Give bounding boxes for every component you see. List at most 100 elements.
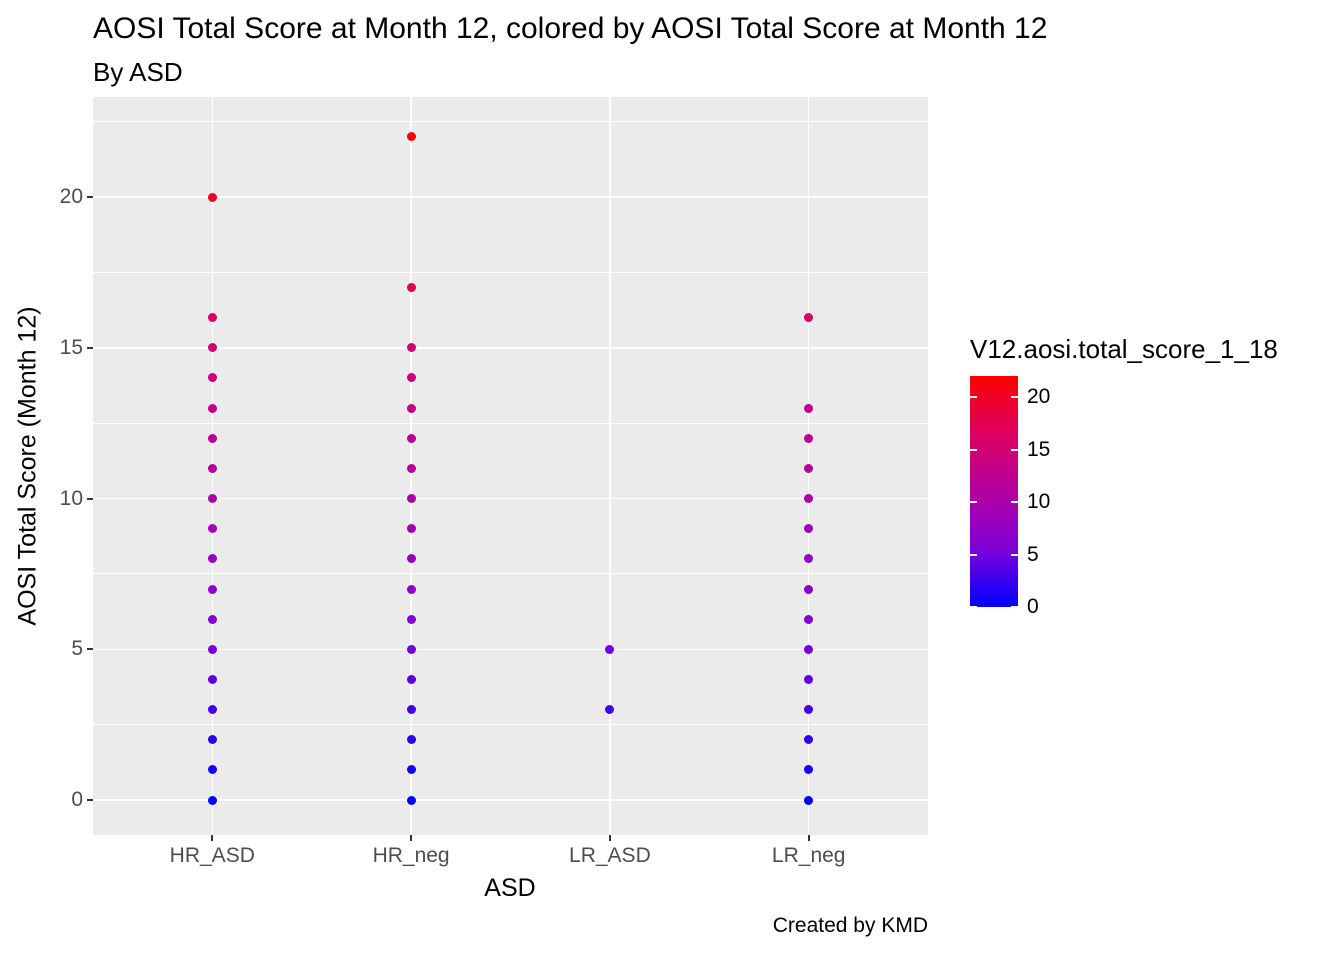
data-point — [406, 705, 416, 715]
data-point — [406, 373, 416, 383]
data-point — [406, 795, 416, 805]
data-point — [207, 343, 217, 353]
chart-subtitle: By ASD — [93, 57, 183, 87]
y-tick-mark — [87, 497, 93, 500]
y-tick-mark — [87, 196, 93, 199]
data-point — [406, 403, 416, 413]
x-tick-label: HR_neg — [372, 844, 450, 867]
legend-tick-mark — [1011, 448, 1018, 451]
data-point — [804, 403, 814, 413]
gridline-minor — [93, 271, 928, 273]
data-point — [804, 433, 814, 443]
data-point — [406, 735, 416, 745]
data-point — [804, 614, 814, 624]
legend-tick-mark — [1011, 396, 1018, 398]
data-point — [207, 373, 217, 383]
data-point — [605, 644, 615, 654]
gridline-major — [93, 497, 928, 500]
data-point — [207, 644, 217, 654]
x-tick-mark — [211, 835, 214, 841]
chart-caption: Created by KMD — [772, 914, 928, 937]
legend-gradient-bar — [970, 376, 1018, 607]
gridline-major — [93, 799, 928, 801]
gridline-minor — [93, 724, 928, 726]
gridline-major — [93, 347, 928, 349]
y-tick-mark — [87, 346, 93, 349]
data-point — [804, 584, 814, 594]
data-point — [207, 433, 217, 443]
x-tick-label: HR_ASD — [169, 844, 255, 867]
data-point — [207, 494, 217, 504]
y-tick-label: 10 — [59, 486, 83, 510]
data-point — [406, 554, 416, 564]
chart-title: AOSI Total Score at Month 12, colored by… — [93, 12, 1048, 45]
gridline-major — [93, 648, 928, 651]
y-tick-mark — [87, 799, 93, 802]
legend-tick-mark — [1011, 606, 1018, 608]
gridline-minor — [93, 422, 928, 424]
data-point — [804, 554, 814, 564]
gridline-major — [93, 196, 928, 198]
legend-tick-mark — [970, 396, 977, 398]
legend-tick-mark — [970, 448, 977, 451]
data-point — [804, 674, 814, 684]
y-tick-label: 15 — [59, 335, 83, 359]
data-point — [804, 795, 814, 805]
data-point — [207, 584, 217, 594]
x-tick-mark — [608, 835, 611, 841]
legend-tick-mark — [970, 553, 977, 556]
legend-tick-mark — [970, 606, 977, 608]
data-point — [406, 674, 416, 684]
gridline-vertical — [609, 97, 611, 835]
data-point — [207, 192, 217, 202]
data-point — [207, 614, 217, 624]
y-tick-label: 0 — [71, 788, 83, 812]
plot-panel — [93, 97, 928, 835]
gridline-minor — [93, 573, 928, 575]
data-point — [406, 132, 416, 142]
data-point — [207, 735, 217, 745]
data-point — [406, 494, 416, 504]
data-point — [406, 343, 416, 353]
x-axis-title: ASD — [484, 874, 536, 902]
data-point — [406, 433, 416, 443]
data-point — [406, 765, 416, 775]
y-tick-mark — [87, 648, 93, 651]
data-point — [406, 463, 416, 473]
gridline-minor — [93, 121, 928, 123]
data-point — [804, 463, 814, 473]
data-point — [207, 463, 217, 473]
legend-tick-label: 20 — [1027, 385, 1051, 408]
data-point — [207, 795, 217, 805]
x-tick-mark — [807, 835, 810, 841]
data-point — [207, 705, 217, 715]
data-point — [804, 705, 814, 715]
data-point — [207, 554, 217, 564]
data-point — [804, 313, 814, 323]
legend-tick-label: 15 — [1027, 437, 1051, 461]
legend-tick-label: 0 — [1027, 595, 1039, 618]
data-point — [804, 524, 814, 534]
legend-title: V12.aosi.total_score_1_18 — [970, 334, 1278, 364]
legend-tick-mark — [970, 501, 977, 503]
data-point — [406, 524, 416, 534]
data-point — [207, 674, 217, 684]
legend-tick-mark — [1011, 553, 1018, 556]
legend-tick-label: 10 — [1027, 490, 1051, 513]
data-point — [804, 735, 814, 745]
x-tick-mark — [410, 835, 413, 841]
data-point — [804, 644, 814, 654]
legend-tick-mark — [1011, 501, 1018, 503]
data-point — [804, 494, 814, 504]
data-point — [207, 403, 217, 413]
x-tick-label: LR_neg — [771, 844, 846, 867]
data-point — [207, 313, 217, 323]
data-point — [406, 614, 416, 624]
data-point — [605, 705, 615, 715]
x-tick-label: LR_ASD — [569, 844, 651, 867]
legend-tick-label: 5 — [1027, 542, 1039, 566]
data-point — [406, 584, 416, 594]
data-point — [406, 283, 416, 293]
y-tick-label: 20 — [59, 185, 83, 209]
